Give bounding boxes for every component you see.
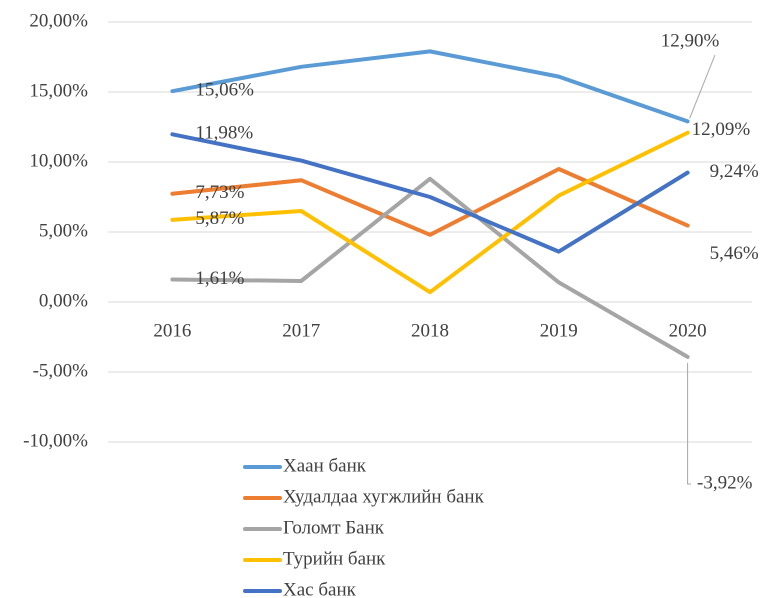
data-label: 1,61% bbox=[195, 268, 244, 289]
data-label: -3,92% bbox=[697, 472, 753, 493]
y-tick-label: 5,00% bbox=[39, 220, 88, 241]
legend-label: Худалдаа хугжлийн банк bbox=[283, 486, 485, 507]
legend-label: Хаан банк bbox=[283, 455, 367, 476]
data-label: 9,24% bbox=[710, 161, 759, 182]
leader-line bbox=[687, 362, 691, 485]
line-series bbox=[170, 176, 690, 359]
x-tick-label: 2018 bbox=[411, 320, 449, 341]
data-label: 7,73% bbox=[195, 182, 244, 203]
data-label: 12,09% bbox=[692, 119, 751, 140]
x-tick-label: 2016 bbox=[153, 320, 191, 341]
data-label: 5,87% bbox=[195, 208, 244, 229]
line-series bbox=[170, 132, 690, 254]
legend-label: Голомт Банк bbox=[283, 517, 385, 538]
x-tick-label: 2017 bbox=[282, 320, 320, 341]
y-tick-label: 15,00% bbox=[29, 80, 88, 101]
leader-line bbox=[689, 54, 716, 119]
legend-label: Турийн банк bbox=[283, 548, 386, 569]
data-label: 11,98% bbox=[195, 123, 253, 144]
data-label: 12,90% bbox=[661, 30, 720, 51]
line-series bbox=[170, 130, 690, 295]
y-tick-label: 20,00% bbox=[29, 10, 88, 31]
x-tick-label: 2020 bbox=[669, 320, 707, 341]
y-tick-label: -10,00% bbox=[23, 430, 88, 451]
x-tick-label: 2019 bbox=[540, 320, 578, 341]
y-tick-label: -5,00% bbox=[33, 360, 89, 381]
line-series bbox=[170, 49, 690, 124]
legend-label: Хас банк bbox=[283, 579, 357, 598]
y-tick-label: 10,00% bbox=[29, 150, 88, 171]
data-label: 15,06% bbox=[195, 80, 254, 101]
y-tick-label: 0,00% bbox=[39, 290, 88, 311]
data-label: 5,46% bbox=[710, 243, 759, 264]
line-series bbox=[170, 167, 690, 237]
